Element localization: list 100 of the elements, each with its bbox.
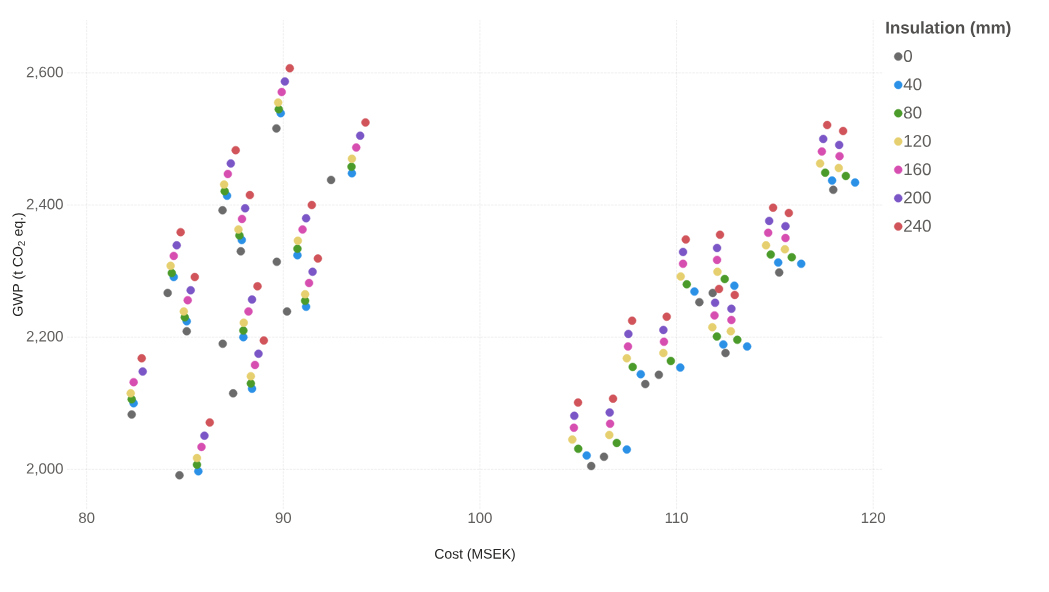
point: [200, 431, 209, 440]
point: [166, 261, 175, 271]
point: [822, 120, 832, 130]
legend-label: 200: [904, 191, 931, 204]
point: [137, 354, 146, 363]
point: [167, 268, 176, 278]
point: [587, 461, 596, 471]
point: [176, 227, 185, 237]
point: [308, 267, 317, 276]
point: [662, 312, 671, 321]
point: [821, 168, 830, 177]
point: [676, 272, 685, 281]
point: [659, 337, 669, 347]
point: [641, 379, 650, 389]
point: [781, 221, 790, 231]
legend-label: 0: [903, 49, 912, 62]
point: [666, 356, 676, 366]
point: [228, 389, 238, 398]
point: [713, 267, 722, 276]
point: [819, 134, 828, 144]
point: [226, 159, 235, 168]
point: [715, 230, 725, 239]
point: [763, 228, 773, 237]
point: [347, 154, 357, 163]
point: [624, 329, 633, 339]
y-tick-label: 2,200: [26, 331, 63, 344]
point: [627, 316, 637, 325]
legend-title: Insulation (mm): [886, 21, 1011, 37]
point: [126, 389, 135, 398]
point: [727, 315, 736, 325]
point: [361, 118, 370, 127]
point: [192, 453, 202, 463]
point: [205, 418, 214, 427]
point: [190, 272, 200, 282]
point: [708, 288, 717, 298]
point: [838, 126, 848, 136]
point: [712, 243, 722, 253]
point: [726, 327, 736, 336]
point: [768, 203, 778, 212]
point: [678, 247, 688, 257]
point: [829, 185, 838, 195]
point: [605, 419, 615, 428]
point: [764, 216, 774, 226]
point: [300, 290, 310, 299]
point: [784, 208, 794, 218]
point: [253, 282, 262, 291]
point: [841, 171, 851, 181]
point: [138, 367, 147, 376]
point: [304, 278, 314, 288]
point: [659, 325, 668, 335]
point: [127, 410, 136, 419]
point: [599, 452, 609, 461]
point: [720, 274, 729, 284]
point: [654, 370, 664, 380]
point: [605, 430, 614, 440]
x-tick-label: 110: [665, 512, 688, 524]
point: [608, 394, 618, 403]
point: [186, 286, 195, 295]
point: [712, 332, 722, 341]
point: [293, 244, 302, 253]
legend-label: 80: [903, 106, 922, 119]
point: [659, 348, 668, 358]
point: [182, 327, 191, 336]
point: [259, 336, 269, 345]
point: [218, 339, 227, 348]
point: [622, 354, 631, 363]
point: [254, 349, 263, 358]
point: [676, 363, 685, 372]
point: [355, 131, 365, 140]
point: [239, 326, 248, 335]
x-tick-label: 100: [468, 512, 492, 524]
point: [712, 255, 722, 265]
point: [733, 335, 742, 345]
point: [850, 178, 860, 187]
point: [774, 258, 783, 267]
point: [245, 190, 255, 200]
point: [231, 145, 240, 155]
point: [247, 295, 257, 304]
point: [352, 143, 361, 152]
y-tick-label: 2,600: [26, 66, 63, 80]
point: [326, 175, 336, 185]
y-axis-title: GWP (t CO$_{2}$ eq.): [12, 213, 26, 316]
point: [570, 411, 579, 421]
point: [246, 379, 256, 388]
point: [246, 371, 256, 381]
point: [834, 140, 844, 150]
point: [223, 169, 233, 179]
point: [236, 247, 246, 256]
point: [250, 360, 260, 370]
legend-label: 40: [903, 78, 922, 91]
point: [628, 362, 637, 372]
y-tick-label: 2,000: [26, 463, 63, 476]
point: [347, 162, 356, 171]
point: [568, 435, 577, 444]
point: [719, 340, 728, 349]
x-tick-label: 90: [275, 512, 292, 524]
point: [622, 445, 631, 454]
point: [721, 348, 730, 358]
point: [272, 257, 281, 267]
x-tick-label: 120: [861, 512, 886, 524]
